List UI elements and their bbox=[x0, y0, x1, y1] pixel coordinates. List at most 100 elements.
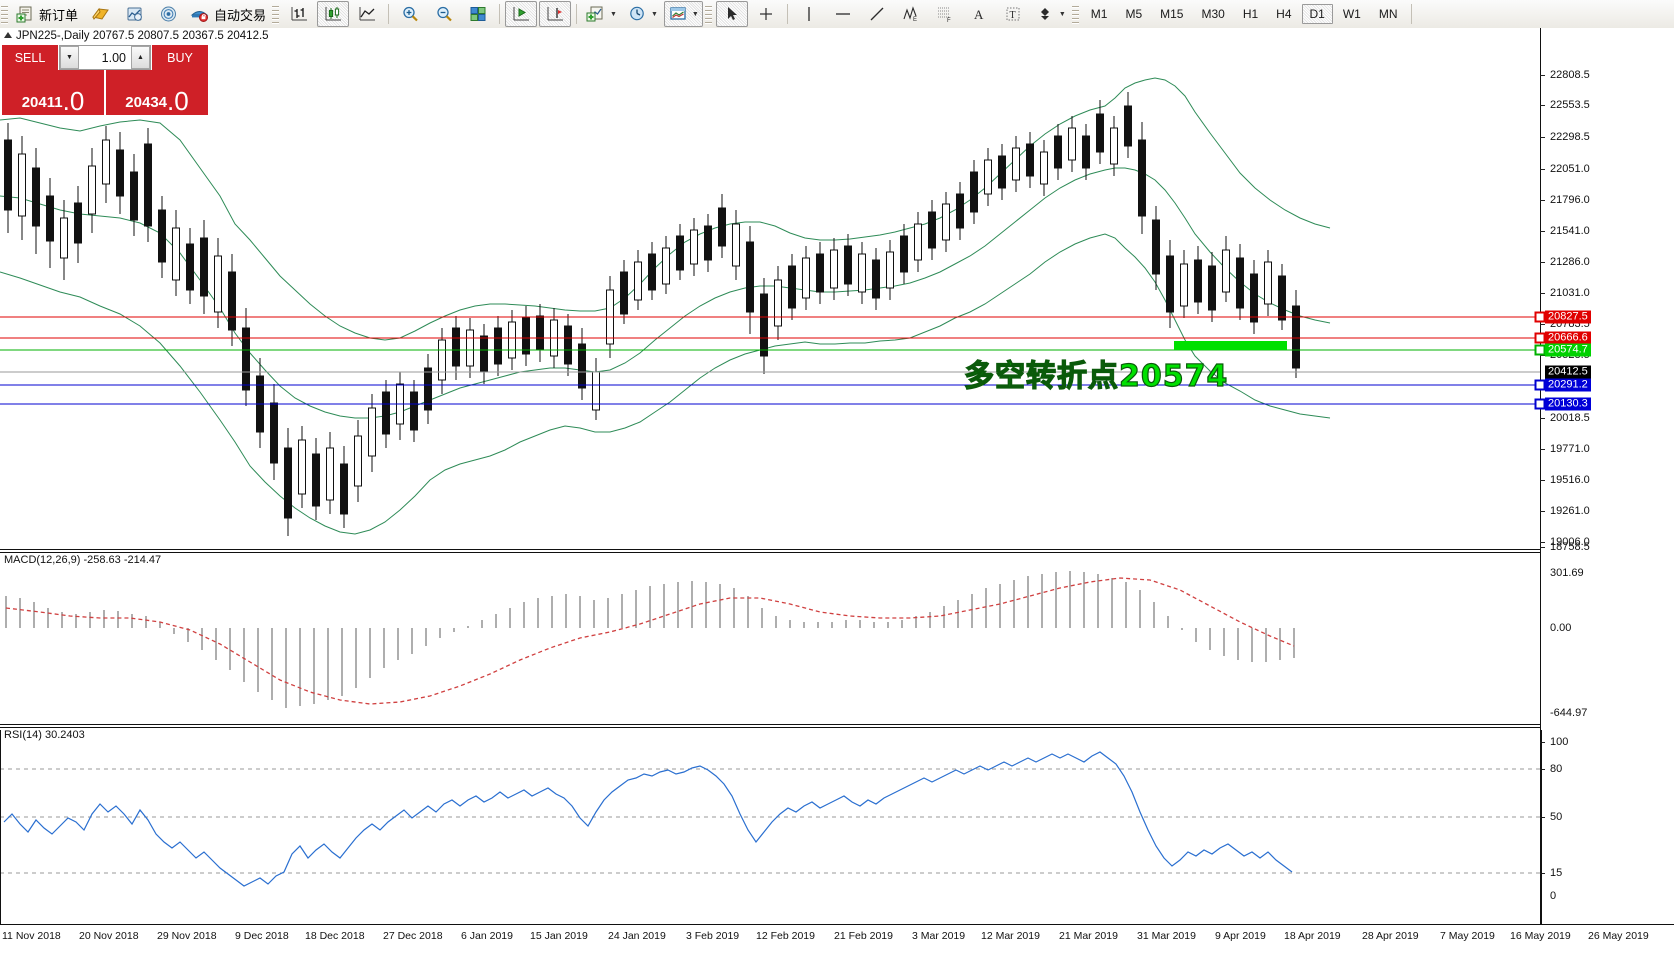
date-tick-9: 3 Feb 2019 bbox=[686, 930, 740, 942]
profiles-button[interactable] bbox=[84, 1, 116, 27]
toolbar-separator-5 bbox=[1410, 4, 1412, 24]
timeframe-m5[interactable]: M5 bbox=[1125, 7, 1143, 21]
collapse-triangle-icon[interactable] bbox=[4, 32, 12, 38]
market-watch-button[interactable] bbox=[118, 1, 150, 27]
sell-button-label[interactable]: SELL bbox=[2, 45, 58, 70]
timeframe-m15[interactable]: M15 bbox=[1160, 7, 1184, 21]
chart-shift-button[interactable] bbox=[505, 1, 538, 27]
buy-price-button[interactable]: 20434.0 bbox=[106, 70, 208, 115]
trendline-icon bbox=[870, 7, 884, 21]
support-handle-2[interactable] bbox=[1534, 398, 1546, 410]
timeframe-m1[interactable]: M1 bbox=[1090, 7, 1108, 21]
period-button[interactable]: ▼ bbox=[623, 1, 662, 27]
navigator-button[interactable] bbox=[152, 1, 184, 27]
chevron-down-icon-3[interactable]: ▼ bbox=[691, 10, 699, 18]
candlestick-series bbox=[4, 92, 1300, 536]
tile-windows-button[interactable] bbox=[462, 1, 494, 27]
toolbar-grip-2[interactable] bbox=[272, 4, 280, 24]
text-icon: A bbox=[974, 7, 984, 22]
resistance-tag-1[interactable]: 20827.5 bbox=[1545, 310, 1591, 324]
indicators-button[interactable]: ▼ bbox=[582, 1, 621, 27]
zoom-in-button[interactable] bbox=[394, 1, 426, 27]
svg-text:F: F bbox=[947, 18, 951, 24]
chevron-down-icon-4[interactable]: ▼ bbox=[1058, 10, 1066, 18]
macd-pane-top-border bbox=[0, 549, 1540, 550]
svg-text:A: A bbox=[974, 7, 984, 22]
chart-window[interactable]: JPN225-,Daily 20767.5 20807.5 20367.5 20… bbox=[0, 28, 1674, 954]
elliott-wave-button[interactable]: E bbox=[895, 1, 927, 27]
chevron-down-icon-2[interactable]: ▼ bbox=[650, 10, 658, 18]
volume-value[interactable]: 1.00 bbox=[101, 50, 126, 65]
templates-button[interactable]: ▼ bbox=[663, 1, 703, 27]
zoom-out-button[interactable] bbox=[428, 1, 460, 27]
crosshair-button[interactable] bbox=[750, 1, 782, 27]
resistance-tag-2[interactable]: 20666.6 bbox=[1545, 331, 1591, 345]
shapes-icon bbox=[1040, 8, 1049, 20]
resistance-handle-1[interactable] bbox=[1534, 311, 1546, 323]
price-axis[interactable]: 22808.5 22553.5 22298.5 22051.0 21796.0 … bbox=[1534, 28, 1674, 953]
date-tick-15: 31 Mar 2019 bbox=[1137, 930, 1196, 942]
date-tick-12: 3 Mar 2019 bbox=[912, 930, 966, 942]
new-order-button[interactable]: 新订单 bbox=[12, 1, 82, 27]
bar-chart-button[interactable] bbox=[283, 1, 315, 27]
support-tag-1[interactable]: 20291.2 bbox=[1545, 378, 1591, 392]
text-label-button[interactable]: T bbox=[997, 1, 1029, 27]
sell-price-button[interactable]: 20411.0 bbox=[2, 70, 104, 115]
timeframe-mn[interactable]: MN bbox=[1378, 7, 1398, 21]
autotrading-button[interactable]: 自动交易 bbox=[186, 1, 270, 27]
volume-increase-button[interactable]: ▲ bbox=[131, 46, 150, 69]
macd-pane[interactable] bbox=[0, 556, 1540, 728]
timeframe-w1[interactable]: W1 bbox=[1342, 7, 1361, 21]
rsi-indicator-label[interactable]: RSI(14) 30.2403 bbox=[4, 729, 85, 741]
text-button[interactable]: A bbox=[963, 1, 995, 27]
support-tag-2[interactable]: 20130.3 bbox=[1545, 397, 1591, 411]
cursor-button[interactable] bbox=[715, 1, 748, 27]
price-tick-22298: 22298.5 bbox=[1550, 131, 1590, 143]
buy-price-integer: 20434 bbox=[125, 94, 168, 111]
buy-button-label[interactable]: BUY bbox=[152, 45, 208, 70]
date-tick-16: 9 Apr 2019 bbox=[1215, 930, 1266, 942]
horizontal-line-button[interactable] bbox=[827, 1, 859, 27]
volume-decrease-button[interactable]: ▼ bbox=[60, 46, 79, 69]
autotrading-label: 自动交易 bbox=[214, 7, 267, 23]
candlestick-chart-button[interactable] bbox=[317, 1, 350, 27]
line-chart-button[interactable] bbox=[351, 1, 383, 27]
date-tick-20: 16 May 2019 bbox=[1510, 930, 1571, 942]
rsi-tick-15: 15 bbox=[1550, 867, 1563, 879]
bollinger-lower-line bbox=[0, 233, 1331, 535]
line-chart-icon bbox=[359, 7, 376, 21]
timeframe-d1[interactable]: D1 bbox=[1301, 4, 1333, 24]
vertical-line-button[interactable] bbox=[793, 1, 825, 27]
shapes-button[interactable]: ▼ bbox=[1031, 1, 1070, 27]
resistance-handle-2[interactable] bbox=[1534, 332, 1546, 344]
green-highlight-bar[interactable] bbox=[1174, 341, 1287, 350]
toolbar-grip-3[interactable] bbox=[704, 4, 712, 24]
price-chart-pane[interactable] bbox=[0, 28, 1540, 552]
toolbar-grip-4[interactable] bbox=[1071, 4, 1079, 24]
pivot-tag[interactable]: 20574.7 bbox=[1545, 343, 1591, 357]
timeframe-h1[interactable]: H1 bbox=[1242, 7, 1259, 21]
date-axis[interactable]: 11 Nov 2018 20 Nov 2018 29 Nov 2018 9 De… bbox=[0, 924, 1674, 954]
timeframe-h4[interactable]: H4 bbox=[1276, 7, 1292, 21]
auto-scroll-button[interactable] bbox=[539, 1, 572, 27]
price-tick-19516: 19516.0 bbox=[1550, 474, 1590, 486]
elliott-wave-icon: E bbox=[903, 6, 917, 23]
order-panel-prices-row: 20411.0 20434.0 bbox=[2, 70, 208, 115]
date-tick-7: 15 Jan 2019 bbox=[530, 930, 588, 942]
one-click-trading-panel[interactable]: SELL ▼ 1.00 ▲ BUY 20411.0 20434.0 bbox=[2, 45, 208, 118]
rsi-pane[interactable] bbox=[0, 734, 1540, 924]
bar-chart-icon bbox=[291, 7, 308, 21]
chevron-down-icon[interactable]: ▼ bbox=[610, 10, 617, 18]
fibonacci-button[interactable]: F bbox=[929, 1, 961, 27]
timeframe-m30[interactable]: M30 bbox=[1201, 7, 1225, 21]
volume-field[interactable]: ▼ 1.00 ▲ bbox=[59, 45, 151, 70]
rsi-line bbox=[3, 751, 1293, 887]
chart-title-text: JPN225-,Daily 20767.5 20807.5 20367.5 20… bbox=[16, 30, 269, 42]
toolbar-grip[interactable] bbox=[1, 4, 8, 24]
pivot-handle[interactable] bbox=[1534, 344, 1546, 356]
toolbar-separator-1 bbox=[388, 4, 390, 24]
trendline-button[interactable] bbox=[861, 1, 893, 27]
macd-indicator-label[interactable]: MACD(12,26,9) -258.63 -214.47 bbox=[4, 554, 162, 566]
chart-annotation-label[interactable]: 多空转折点20574 bbox=[963, 358, 1229, 394]
support-handle-1[interactable] bbox=[1534, 379, 1546, 391]
